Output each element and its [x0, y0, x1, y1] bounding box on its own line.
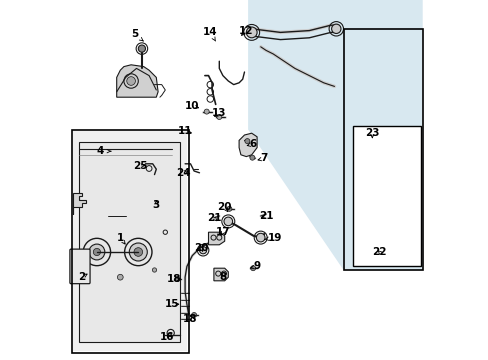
Text: 12: 12 [239, 26, 253, 36]
Text: 13: 13 [212, 108, 226, 118]
Text: 9: 9 [253, 261, 260, 271]
Ellipse shape [89, 244, 104, 260]
Text: 14: 14 [203, 27, 217, 37]
Ellipse shape [152, 268, 156, 272]
Ellipse shape [126, 77, 135, 85]
Text: 1: 1 [117, 233, 123, 243]
Polygon shape [73, 193, 86, 214]
Ellipse shape [249, 155, 254, 160]
Text: 19: 19 [267, 233, 282, 243]
Ellipse shape [134, 248, 142, 256]
Text: 17: 17 [215, 227, 230, 237]
Bar [73, 254, 86, 263]
Text: 23: 23 [365, 128, 379, 138]
Polygon shape [117, 65, 158, 97]
Ellipse shape [117, 274, 123, 280]
Text: 20: 20 [194, 243, 208, 253]
Ellipse shape [129, 243, 147, 261]
Text: 10: 10 [184, 101, 199, 111]
Polygon shape [213, 268, 228, 281]
Text: 21: 21 [206, 213, 221, 223]
Polygon shape [239, 133, 257, 157]
Text: 5: 5 [131, 29, 138, 39]
Polygon shape [208, 232, 224, 245]
Text: 16: 16 [160, 332, 174, 342]
Ellipse shape [367, 147, 376, 156]
Ellipse shape [191, 312, 196, 318]
Text: 20: 20 [217, 202, 231, 212]
Ellipse shape [370, 240, 380, 249]
Bar [79, 142, 179, 342]
Polygon shape [247, 0, 422, 270]
Ellipse shape [204, 109, 209, 114]
Text: 18: 18 [167, 274, 181, 284]
Ellipse shape [244, 139, 249, 144]
Text: 21: 21 [258, 211, 273, 221]
Ellipse shape [246, 27, 257, 38]
Bar [352, 126, 420, 266]
Bar [343, 29, 422, 270]
Ellipse shape [256, 233, 264, 242]
Text: 18: 18 [183, 314, 197, 324]
FancyBboxPatch shape [70, 249, 90, 284]
Text: 2: 2 [78, 272, 85, 282]
Ellipse shape [216, 114, 222, 120]
Text: 8: 8 [219, 272, 226, 282]
Text: 3: 3 [152, 200, 160, 210]
Text: 22: 22 [371, 247, 386, 257]
Ellipse shape [93, 248, 101, 256]
Bar [73, 266, 86, 275]
Ellipse shape [199, 247, 206, 254]
Ellipse shape [226, 206, 231, 211]
Text: 6: 6 [249, 139, 257, 149]
Ellipse shape [250, 266, 255, 271]
Text: 7: 7 [260, 153, 267, 163]
Text: 25: 25 [133, 161, 147, 171]
Bar [72, 130, 188, 353]
Text: 11: 11 [178, 126, 192, 136]
Ellipse shape [175, 276, 180, 282]
Ellipse shape [138, 45, 145, 52]
Ellipse shape [224, 217, 232, 226]
Ellipse shape [331, 24, 340, 33]
Text: 15: 15 [165, 299, 180, 309]
Bar [73, 131, 186, 351]
Text: 4: 4 [97, 146, 104, 156]
Text: 24: 24 [176, 168, 190, 178]
